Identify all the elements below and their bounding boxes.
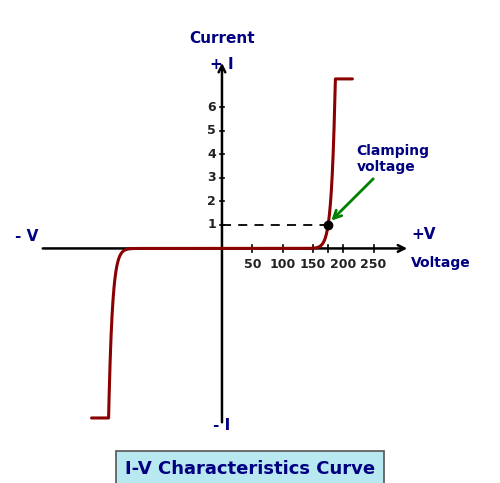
Text: 4: 4	[207, 148, 216, 161]
Text: - I: - I	[214, 418, 230, 433]
Text: 2: 2	[207, 195, 216, 208]
Text: 150: 150	[300, 258, 326, 271]
Text: I-V Characteristics Curve: I-V Characteristics Curve	[125, 460, 375, 478]
Text: Current: Current	[189, 31, 255, 46]
Text: 5: 5	[207, 124, 216, 137]
Text: Clamping
voltage: Clamping voltage	[334, 144, 430, 218]
Text: 50: 50	[244, 258, 261, 271]
Text: 250: 250	[360, 258, 386, 271]
Text: 100: 100	[270, 258, 295, 271]
Text: Voltage: Voltage	[411, 256, 471, 270]
Text: 1: 1	[207, 218, 216, 231]
Text: +V: +V	[411, 227, 436, 242]
Text: - V: - V	[16, 229, 39, 244]
Text: + I: + I	[210, 57, 234, 72]
Text: 200: 200	[330, 258, 356, 271]
Text: 3: 3	[208, 171, 216, 185]
Text: 6: 6	[208, 100, 216, 114]
